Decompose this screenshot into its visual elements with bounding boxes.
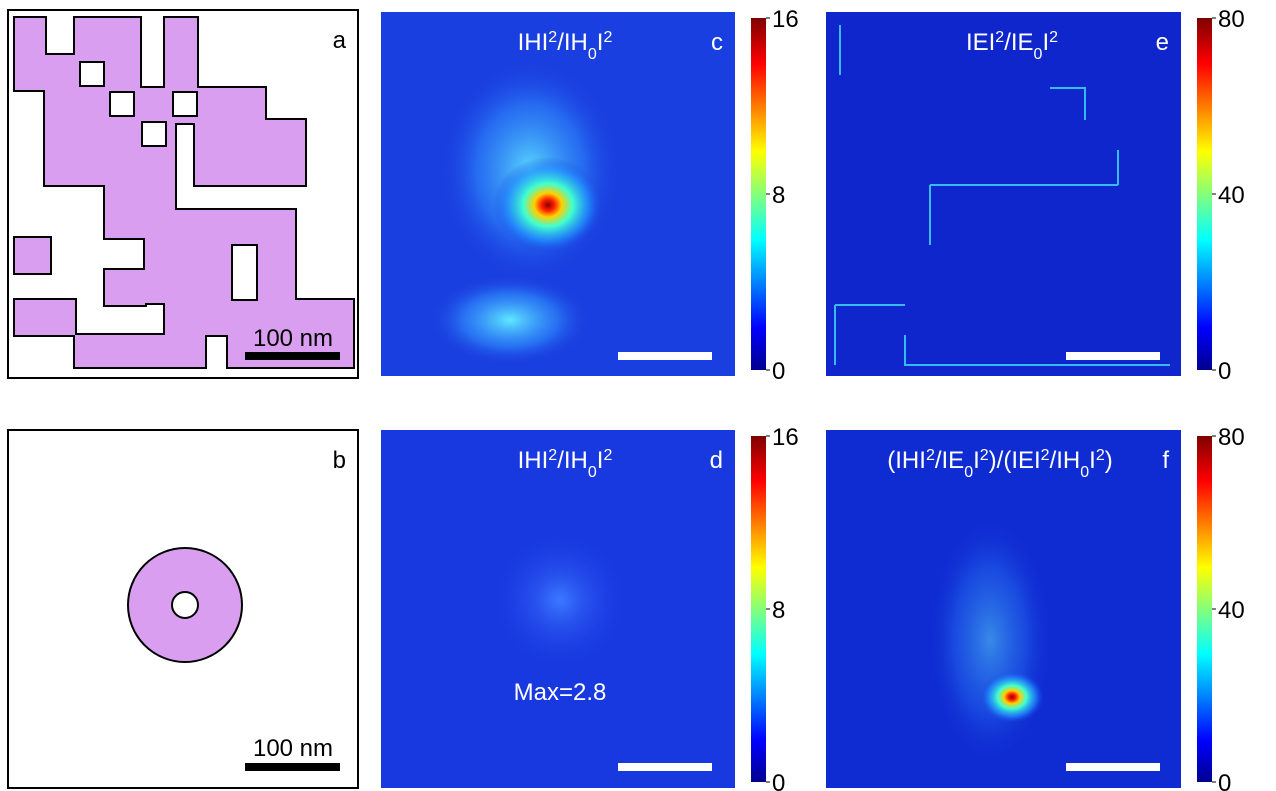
title-part: 0 [588, 464, 597, 481]
title-part: 0 [1080, 464, 1089, 481]
panel-label: f [1162, 447, 1169, 474]
colorbar-tick-label: 16 [772, 424, 799, 451]
title-part: 2 [603, 447, 612, 464]
heatmap [826, 12, 1181, 376]
colorbar [1197, 436, 1212, 782]
title-part: 2 [1041, 447, 1050, 464]
title-part: I [1042, 29, 1049, 56]
colorbar-tick-label: 8 [772, 182, 785, 209]
scale-bar [618, 763, 712, 771]
panel-title: (IHI2/IE0I2)/(IEI2/IH0I2) [887, 447, 1112, 481]
title-part: /IH [1050, 447, 1081, 474]
title-part: I [973, 447, 980, 474]
title-part: IHI [518, 447, 549, 474]
colorbar-tick-label: 0 [1218, 358, 1231, 385]
panel-label: c [711, 29, 723, 56]
colorbar-tick-label: 80 [1218, 6, 1245, 33]
field-glow [930, 520, 1050, 760]
title-part: I [1089, 447, 1096, 474]
title-part: 2 [1096, 447, 1105, 464]
panel-label: e [1156, 29, 1169, 56]
colorbar-tick-label: 0 [772, 770, 785, 791]
title-part: /IH [557, 29, 588, 56]
title-part: 0 [588, 46, 597, 63]
colorbar [751, 436, 766, 782]
panel-label: a [333, 27, 347, 54]
scale-bar [1066, 763, 1160, 771]
title-part: 2 [995, 29, 1004, 46]
title-part: )/(IEI [989, 447, 1041, 474]
hotspot [980, 671, 1044, 723]
colorbar [751, 18, 766, 370]
title-part: 2 [548, 447, 557, 464]
title-part: /IE [1004, 29, 1033, 56]
title-part: I [597, 447, 604, 474]
title-part: 0 [1034, 46, 1043, 63]
title-part: IHI [518, 29, 549, 56]
title-part: 2 [980, 447, 989, 464]
colorbar-tick-label: 40 [1218, 597, 1245, 624]
scale-bar [245, 763, 340, 771]
field-glow [430, 275, 590, 365]
title-part: 2 [926, 447, 935, 464]
title-part: /IE [935, 447, 964, 474]
panel-label: b [333, 447, 346, 474]
scale-bar-label: 100 nm [253, 325, 333, 352]
ring-hole [171, 591, 199, 619]
title-part: 2 [1049, 29, 1058, 46]
annotation: Max=2.8 [514, 679, 607, 706]
scale-bar-label: 100 nm [253, 735, 333, 762]
holes [79, 61, 258, 301]
colorbar-tick-label: 0 [1218, 770, 1231, 791]
title-part: 0 [964, 464, 973, 481]
colorbar-tick-label: 40 [1218, 182, 1245, 209]
scale-bar [245, 352, 340, 360]
title-part: I [597, 29, 604, 56]
panel-label: d [710, 447, 723, 474]
hotspot [493, 157, 603, 253]
title-part: /IH [557, 447, 588, 474]
colorbar-tick-label: 16 [772, 6, 799, 33]
colorbar-tick-label: 0 [772, 358, 785, 385]
title-part: ) [1105, 447, 1113, 474]
scale-bar [618, 352, 712, 360]
title-part: 2 [548, 29, 557, 46]
colorbar-tick-label: 80 [1218, 424, 1245, 451]
edge-fields [834, 25, 1170, 366]
colorbar-tick-label: 8 [772, 597, 785, 624]
panel-title: IHI2/IH0I2 [518, 29, 613, 63]
title-part: IEI [966, 29, 995, 56]
scale-bar [1066, 352, 1160, 360]
title-part: (IHI [887, 447, 926, 474]
title-part: 2 [603, 29, 612, 46]
panel-title: IHI2/IH0I2 [518, 447, 613, 481]
hotspot [488, 528, 632, 672]
panel-title: IEI2/IE0I2 [966, 29, 1058, 63]
colorbar [1197, 18, 1212, 370]
